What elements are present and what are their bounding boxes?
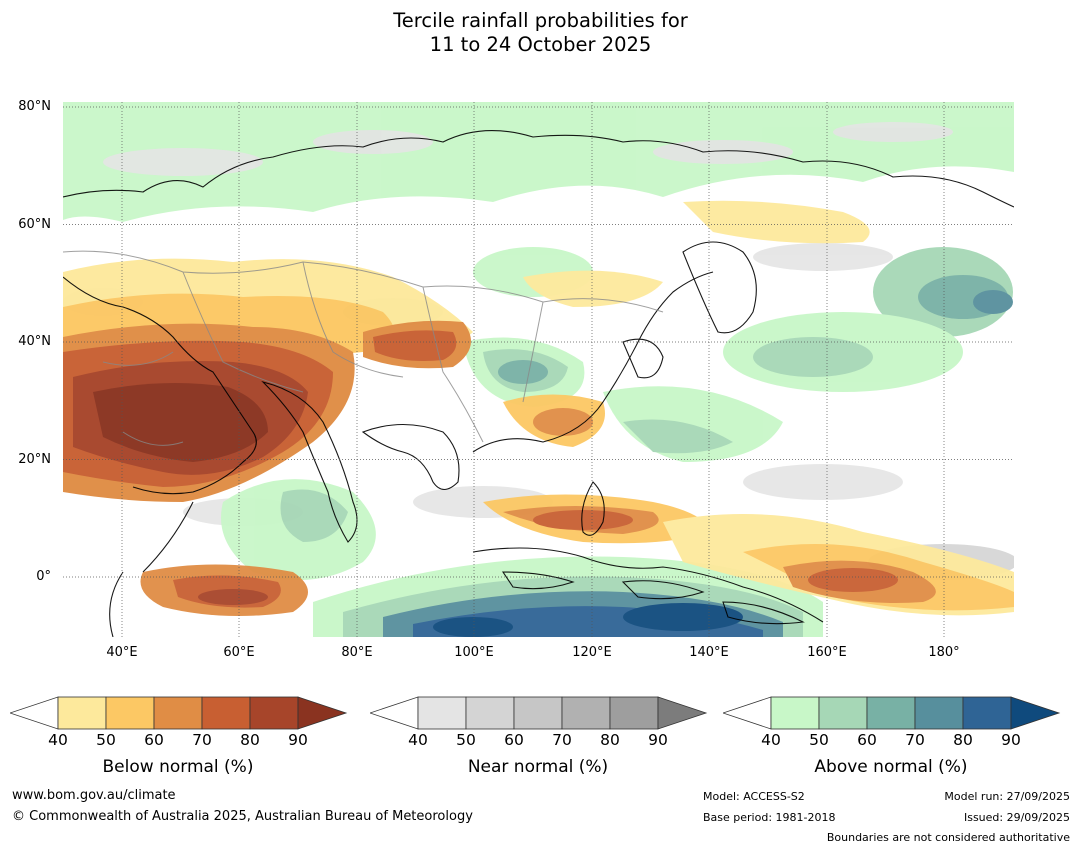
website-link[interactable]: www.bom.gov.au/climate (12, 788, 176, 803)
colorbar-segment (609, 696, 659, 730)
legend-tick: 70 (192, 731, 212, 749)
colorbar-segment (417, 696, 467, 730)
lon-label-120e: 120°E (572, 645, 612, 660)
colorbar-segment (201, 696, 251, 730)
lon-label-140e: 140°E (689, 645, 729, 660)
probability-region-below-east (140, 200, 1014, 616)
legend-tick: 80 (240, 731, 260, 749)
colorbar-below-normal (10, 696, 348, 730)
probability-region-above-north (63, 102, 1014, 392)
colorbar-segment (249, 696, 299, 730)
lat-label-20n: 20°N (18, 452, 51, 467)
colorbar-segment (818, 696, 868, 730)
legend-tick: 90 (288, 731, 308, 749)
colorbar-segment (57, 696, 107, 730)
country-borders (63, 250, 664, 446)
colorbar-segment (561, 696, 611, 730)
coastlines (63, 130, 1014, 637)
legend-below-normal: 40 50 60 70 80 90 Below normal (%) (10, 696, 350, 777)
lon-label-160e: 160°E (807, 645, 847, 660)
colorbar-segment (153, 696, 203, 730)
legend-tick: 40 (48, 731, 68, 749)
colorbar-segment (513, 696, 563, 730)
legend-tick: 90 (1001, 731, 1021, 749)
lat-label-80n: 80°N (18, 99, 51, 114)
colorbar-segment (962, 696, 1012, 730)
lon-label-40e: 40°E (106, 645, 138, 660)
lon-label-100e: 100°E (454, 645, 494, 660)
legend-tick: 80 (953, 731, 973, 749)
colorbar-extend-low (723, 696, 772, 730)
lon-label-180: 180° (928, 645, 960, 660)
colorbar-extend-low (10, 696, 59, 730)
boundaries-note: Boundaries are not considered authoritat… (826, 831, 1070, 844)
lat-label-0: 0° (36, 569, 51, 584)
legend-title-below: Below normal (%) (102, 757, 254, 777)
title-line-2: 11 to 24 October 2025 (429, 33, 652, 56)
legend-title-near: Near normal (%) (467, 757, 609, 777)
model-name: Model: ACCESS-S2 (703, 790, 805, 803)
legend-tick: 60 (504, 731, 524, 749)
legend-tick: 60 (144, 731, 164, 749)
legend-near-normal: 40 50 60 70 80 90 Near normal (%) (370, 696, 710, 777)
copyright-text: © Commonwealth of Australia 2025, Austra… (12, 809, 473, 824)
legend-above-normal: 40 50 60 70 80 90 Above normal (%) (723, 696, 1063, 777)
probability-region-above-tropics (221, 337, 823, 637)
colorbar-segment (770, 696, 820, 730)
colorbar-near-normal (370, 696, 708, 730)
legend-tick: 50 (96, 731, 116, 749)
colorbar-segment (914, 696, 964, 730)
legend-tick: 80 (600, 731, 620, 749)
rainfall-probability-map (63, 102, 1014, 637)
model-run-date: Model run: 27/09/2025 (944, 790, 1070, 803)
legend-tick: 70 (905, 731, 925, 749)
colorbar-segment (465, 696, 515, 730)
colorbar-segment (105, 696, 155, 730)
colorbar-extend-high (657, 696, 708, 730)
base-period: Base period: 1981-2018 (703, 811, 836, 824)
lat-label-40n: 40°N (18, 334, 51, 349)
issued-date: Issued: 29/09/2025 (963, 811, 1070, 824)
probability-region-below (63, 258, 473, 502)
lat-label-60n: 60°N (18, 217, 51, 232)
map-title: Tercile rainfall probabilities for 11 to… (0, 9, 1081, 57)
lon-label-80e: 80°E (341, 645, 373, 660)
colorbar-extend-low (370, 696, 419, 730)
title-line-1: Tercile rainfall probabilities for (393, 9, 688, 32)
legend-tick: 50 (809, 731, 829, 749)
gridlines (63, 102, 1014, 637)
colorbar-segment (866, 696, 916, 730)
legend-tick: 90 (648, 731, 668, 749)
legend-tick: 40 (761, 731, 781, 749)
colorbar-extend-high (1010, 696, 1061, 730)
lon-label-60e: 60°E (223, 645, 255, 660)
legend-tick: 40 (408, 731, 428, 749)
legend-tick: 50 (456, 731, 476, 749)
colorbar-extend-high (297, 696, 348, 730)
legend-title-above: Above normal (%) (814, 757, 968, 777)
legend-tick: 70 (552, 731, 572, 749)
colorbar-above-normal (723, 696, 1061, 730)
legend-tick: 60 (857, 731, 877, 749)
